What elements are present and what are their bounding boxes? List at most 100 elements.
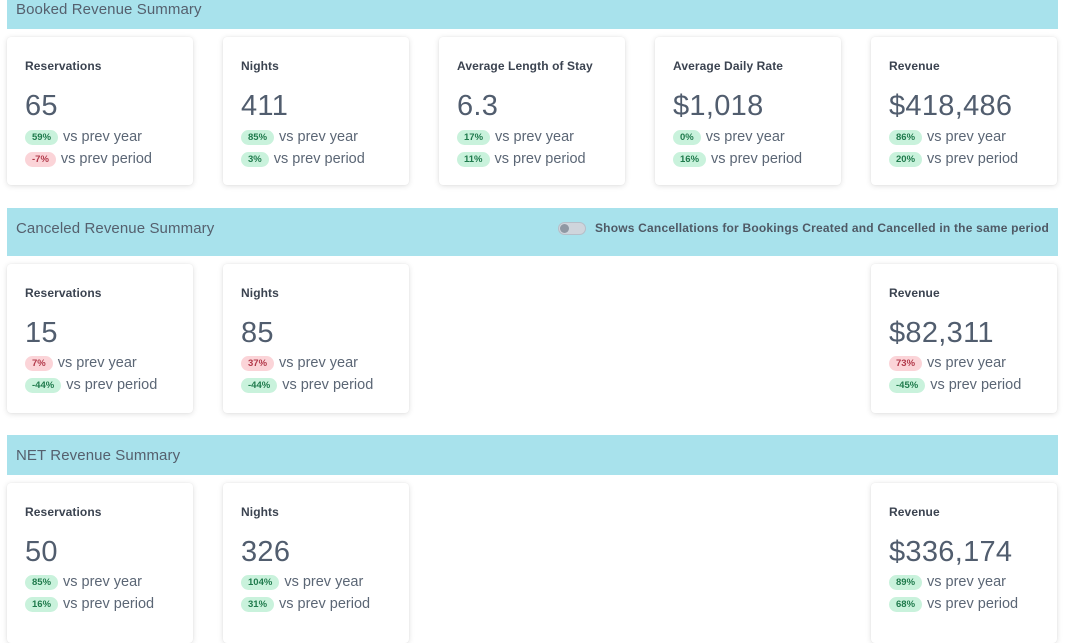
change-badge: 85% bbox=[241, 129, 275, 145]
metric-value: $1,018 bbox=[673, 90, 764, 122]
change-badge: 85% bbox=[25, 574, 59, 590]
comparison-text: vs prev period bbox=[273, 151, 365, 167]
vs-prev-year: 85% vs prev year bbox=[241, 129, 358, 145]
change-badge: 89% bbox=[889, 574, 923, 590]
vs-prev-year: 89% vs prev year bbox=[889, 574, 1006, 590]
comparison-text: vs prev year bbox=[927, 129, 1006, 145]
comparison-text: vs prev period bbox=[494, 151, 586, 167]
comparison-text: vs prev year bbox=[63, 129, 142, 145]
metric-value: 411 bbox=[241, 90, 289, 122]
vs-prev-year: 37% vs prev year bbox=[241, 355, 358, 371]
vs-prev-year: 0% vs prev year bbox=[673, 129, 785, 145]
comparison-text: vs prev period bbox=[279, 596, 371, 612]
vs-prev-period: -44% vs prev period bbox=[241, 377, 373, 393]
vs-prev-period: -7% vs prev period bbox=[25, 151, 152, 167]
vs-prev-period: 16% vs prev period bbox=[25, 596, 154, 612]
change-badge: 20% bbox=[889, 151, 923, 167]
net-reservations-card: Reservations 50 85% vs prev year 16% vs pr… bbox=[7, 483, 193, 643]
change-badge: 37% bbox=[241, 355, 275, 371]
metric-value: 6.3 bbox=[457, 90, 499, 122]
vs-prev-period: 16% vs prev period bbox=[673, 151, 802, 167]
comparison-text: vs prev period bbox=[927, 596, 1019, 612]
comparison-text: vs prev year bbox=[284, 574, 364, 590]
metric-label: Nights bbox=[241, 286, 279, 300]
comparison-text: vs prev period bbox=[66, 377, 158, 393]
section-title: NET Revenue Summary bbox=[16, 447, 181, 464]
change-badge: 31% bbox=[241, 596, 275, 612]
comparison-text: vs prev period bbox=[930, 377, 1022, 393]
canceled-revenue-header: Canceled Revenue Summary Shows Cancellat… bbox=[7, 208, 1058, 256]
booked-nights-card: Nights 411 85% vs prev year 3% vs prev per… bbox=[223, 37, 409, 185]
comparison-text: vs prev year bbox=[927, 355, 1006, 371]
canceled-reservations-card: Reservations 15 7% vs prev year -44% vs pr… bbox=[7, 264, 193, 413]
booked-avg-daily-rate-card: Average Daily Rate $1,018 0% vs prev year… bbox=[655, 37, 841, 185]
vs-prev-year: 104% vs prev year bbox=[241, 574, 363, 590]
canceled-revenue-card: Revenue $82,311 73% vs prev year -45% vs p… bbox=[871, 264, 1057, 413]
change-badge: 68% bbox=[889, 596, 923, 612]
change-badge: 0% bbox=[673, 129, 701, 145]
change-badge: 104% bbox=[241, 574, 280, 590]
change-badge: 16% bbox=[25, 596, 59, 612]
change-badge: -44% bbox=[241, 377, 278, 393]
section-title: Booked Revenue Summary bbox=[16, 1, 202, 18]
metric-value: 326 bbox=[241, 536, 291, 568]
metric-label: Nights bbox=[241, 505, 279, 519]
metric-value: 15 bbox=[25, 317, 58, 349]
metric-label: Revenue bbox=[889, 505, 940, 519]
comparison-text: vs prev year bbox=[495, 129, 574, 145]
change-badge: 11% bbox=[457, 151, 490, 167]
vs-prev-period: 11% vs prev period bbox=[457, 151, 586, 167]
change-badge: 7% bbox=[25, 355, 53, 371]
net-revenue-header: NET Revenue Summary bbox=[7, 435, 1058, 475]
change-badge: -44% bbox=[25, 377, 62, 393]
metric-label: Reservations bbox=[25, 505, 102, 519]
booked-reservations-card: Reservations 65 59% vs prev year -7% vs pr… bbox=[7, 37, 193, 185]
vs-prev-period: 20% vs prev period bbox=[889, 151, 1018, 167]
metric-value: 50 bbox=[25, 536, 58, 568]
change-badge: 3% bbox=[241, 151, 269, 167]
vs-prev-year: 73% vs prev year bbox=[889, 355, 1006, 371]
change-badge: 86% bbox=[889, 129, 923, 145]
toggle-label: Shows Cancellations for Bookings Created… bbox=[594, 221, 1049, 235]
booked-revenue-header: Booked Revenue Summary bbox=[7, 0, 1058, 29]
vs-prev-year: 7% vs prev year bbox=[25, 355, 137, 371]
change-badge: -7% bbox=[25, 151, 56, 167]
comparison-text: vs prev period bbox=[63, 596, 155, 612]
net-revenue-card: Revenue $336,174 89% vs prev year 68% vs p… bbox=[871, 483, 1057, 643]
comparison-text: vs prev year bbox=[57, 355, 137, 371]
change-badge: 59% bbox=[25, 129, 59, 145]
section-title: Canceled Revenue Summary bbox=[16, 220, 215, 237]
vs-prev-year: 59% vs prev year bbox=[25, 129, 142, 145]
change-badge: 73% bbox=[889, 355, 923, 371]
comparison-text: vs prev period bbox=[282, 377, 374, 393]
comparison-text: vs prev period bbox=[927, 151, 1019, 167]
booked-avg-length-of-stay-card: Average Length of Stay 6.3 17% vs prev ye… bbox=[439, 37, 625, 185]
same-period-cancellations-toggle[interactable] bbox=[557, 221, 586, 235]
metric-label: Revenue bbox=[889, 286, 940, 300]
comparison-text: vs prev period bbox=[711, 151, 803, 167]
vs-prev-year: 86% vs prev year bbox=[889, 129, 1006, 145]
metric-label: Reservations bbox=[25, 59, 102, 73]
metric-label: Nights bbox=[241, 59, 279, 73]
metric-value: 85 bbox=[241, 317, 274, 349]
vs-prev-year: 85% vs prev year bbox=[25, 574, 142, 590]
booked-revenue-card: Revenue $418,486 86% vs prev year 20% vs p… bbox=[871, 37, 1057, 185]
change-badge: 16% bbox=[673, 151, 707, 167]
metric-label: Revenue bbox=[889, 59, 940, 73]
vs-prev-period: 31% vs prev period bbox=[241, 596, 370, 612]
change-badge: -45% bbox=[889, 377, 926, 393]
metric-label: Reservations bbox=[25, 286, 102, 300]
vs-prev-period: 68% vs prev period bbox=[889, 596, 1018, 612]
vs-prev-period: 3% vs prev period bbox=[241, 151, 365, 167]
change-badge: 17% bbox=[457, 129, 491, 145]
canceled-nights-card: Nights 85 37% vs prev year -44% vs prev pe… bbox=[223, 264, 409, 413]
metric-value: $418,486 bbox=[889, 90, 1013, 122]
comparison-text: vs prev year bbox=[927, 574, 1006, 590]
metric-value: $336,174 bbox=[889, 536, 1013, 568]
comparison-text: vs prev year bbox=[63, 574, 142, 590]
comparison-text: vs prev period bbox=[60, 151, 152, 167]
metric-label: Average Daily Rate bbox=[673, 59, 784, 73]
toggle-knob bbox=[559, 223, 569, 233]
comparison-text: vs prev year bbox=[705, 129, 785, 145]
metric-value: $82,311 bbox=[889, 317, 994, 349]
